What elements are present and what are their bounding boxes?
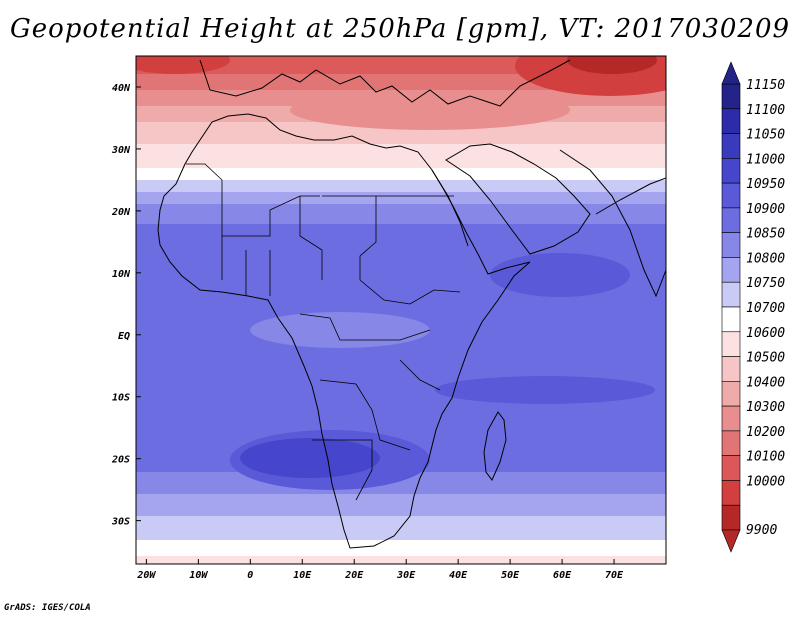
colorbar-label: 11100 (746, 103, 785, 118)
latitude-axis: 40N 30N 20N 10N EQ 10S 20S 30S (111, 83, 141, 528)
coastlines (157, 59, 666, 549)
colorbar-swatch (721, 281, 741, 308)
lon-tick-label: 40E (449, 570, 468, 581)
colorbar-swatch (721, 133, 741, 159)
lat-tick-label: 10N (112, 269, 131, 280)
colorbar-swatch (721, 207, 741, 233)
colorbar-swatch (721, 331, 741, 357)
lon-tick-label: 20E (344, 570, 364, 581)
country-borders (186, 163, 461, 501)
colorbar-label: 10100 (746, 450, 785, 465)
lon-tick-label: 60E (553, 570, 572, 581)
colorbar-label: 10700 (746, 301, 785, 316)
colorbar-label: 10900 (746, 202, 785, 217)
colorbar-label: 11150 (746, 78, 785, 93)
colorbar-label: 10950 (746, 177, 785, 192)
lon-tick-label: 20W (136, 570, 156, 581)
colorbar-swatch (721, 430, 741, 456)
colorbar-swatch (721, 83, 741, 110)
colorbar-label: 11000 (746, 152, 785, 167)
colorbar-label: 10200 (746, 425, 785, 440)
colorbar-swatch (721, 257, 741, 283)
lat-tick-label: 20S (111, 455, 130, 466)
colorbar: 11150 11100 11050 11000 10950 10900 10850 10800… (721, 61, 785, 553)
lon-tick-label: 30E (396, 570, 416, 581)
colorbar-label: 11050 (746, 128, 785, 143)
colorbar-swatch (721, 306, 741, 333)
colorbar-label: 10500 (746, 351, 785, 366)
colorbar-label: 9900 (746, 523, 777, 538)
colorbar-top-arrow (721, 61, 741, 85)
colorbar-label: 10400 (746, 375, 785, 390)
lat-tick-label: 30N (111, 145, 131, 156)
plot-frame (135, 55, 667, 565)
lat-tick-label: EQ (118, 331, 130, 342)
colorbar-swatch (721, 381, 741, 407)
colorbar-swatch (721, 232, 741, 258)
colorbar-label: 10600 (746, 326, 785, 341)
colorbar-label: 10000 (746, 474, 785, 489)
colorbar-swatch (721, 356, 741, 382)
colorbar-swatch (721, 182, 741, 209)
colorbar-swatch (721, 480, 741, 506)
lon-tick-label: 70E (605, 570, 624, 581)
colorbar-label: 10850 (746, 227, 785, 242)
lon-tick-label: 10E (293, 570, 312, 581)
longitude-axis: 20W 10W 0 10E 20E 30E 40E 50E 60E 70E (136, 559, 624, 581)
colorbar-label: 10300 (746, 400, 785, 415)
colorbar-swatch (721, 405, 741, 432)
lat-tick-label: 40N (112, 83, 131, 94)
colorbar-swatch (721, 504, 741, 531)
colorbar-label: 10750 (746, 276, 785, 291)
colorbar-swatch (721, 455, 741, 481)
colorbar-swatch (721, 158, 741, 184)
lon-tick-label: 50E (501, 570, 520, 581)
map-title: Geopotential Height at 250hPa [gpm], VT:… (9, 14, 791, 44)
lon-tick-label: 10W (189, 570, 208, 581)
lon-tick-label: 0 (247, 570, 253, 581)
colorbar-bottom-arrow (721, 529, 741, 553)
colorbar-label: 10800 (746, 251, 785, 266)
colorbar-swatch (721, 108, 741, 134)
lat-tick-label: 30S (111, 517, 130, 528)
lat-tick-label: 20N (111, 207, 131, 218)
lat-tick-label: 10S (112, 393, 130, 404)
footer-credit: GrADS: IGES/COLA (4, 603, 91, 613)
geopotential-field (136, 56, 666, 564)
